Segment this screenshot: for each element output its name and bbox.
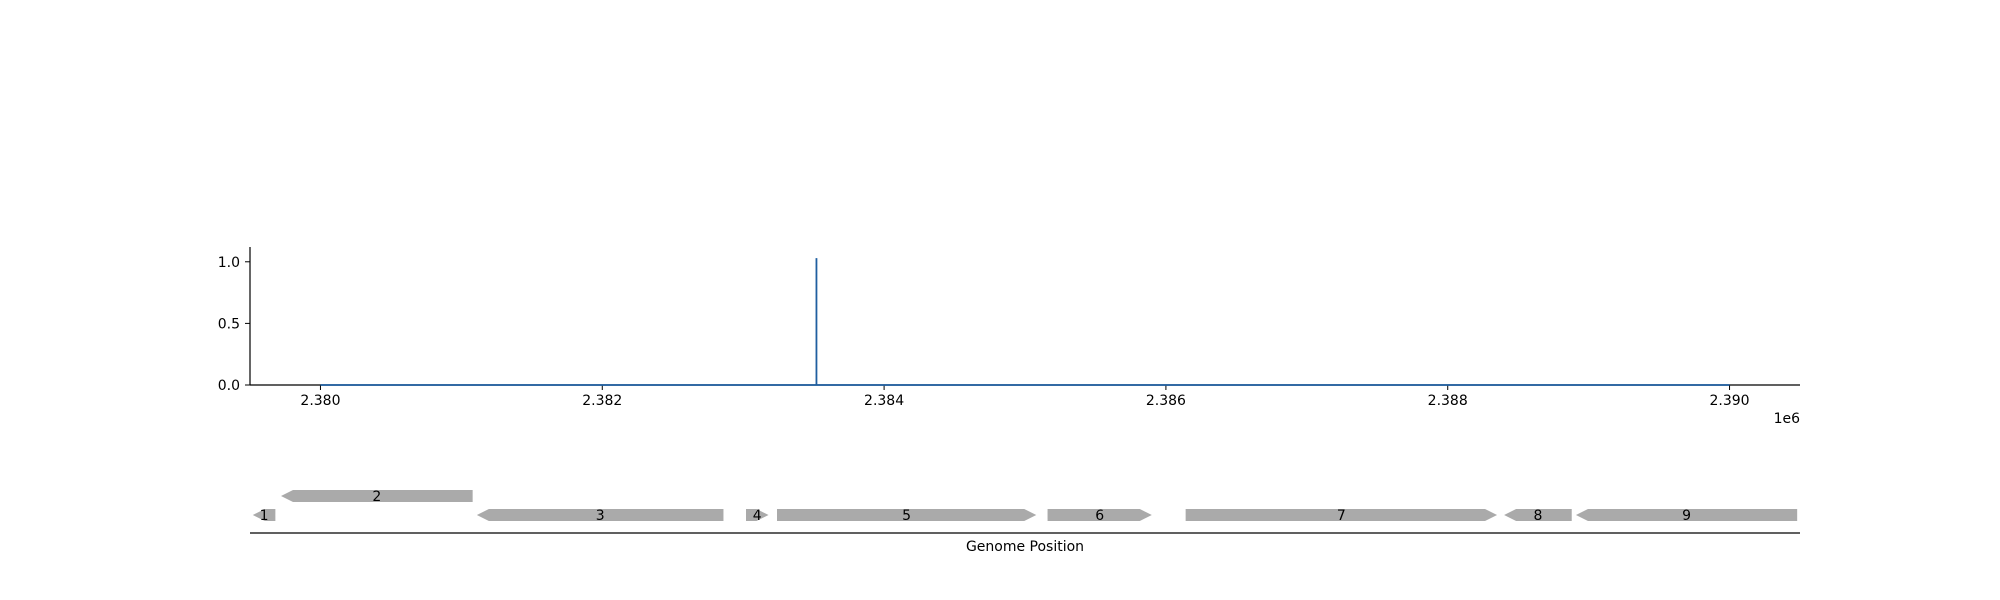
x-tick-label: 2.380	[300, 393, 340, 409]
gene-arrow	[281, 490, 473, 502]
gene-label: 8	[1533, 508, 1542, 524]
gene-label: 9	[1682, 508, 1691, 524]
x-tick-label: 2.388	[1428, 393, 1468, 409]
x-tick-label: 2.382	[582, 393, 622, 409]
gene-label: 7	[1337, 508, 1346, 524]
gene-arrows: 1 2 3 4 5 6 7 8 9	[252, 489, 1798, 524]
coverage-series	[320, 258, 1730, 386]
y-tick-label: 0.5	[218, 316, 240, 332]
x-tick-label: 2.384	[864, 393, 904, 409]
gene-label: 5	[902, 508, 911, 524]
x-ticks: 2.380 2.382 2.384 2.386 2.388 2.390	[300, 385, 1750, 409]
coverage-plot: 2.380 2.382 2.384 2.386 2.388 2.390 0.0 0.5 1.0…	[218, 247, 1800, 427]
gene-arrow	[1047, 509, 1152, 521]
gene-label: 3	[596, 508, 605, 524]
x-tick-label: 2.386	[1146, 393, 1186, 409]
x-axis-offset-label: 1e6	[1774, 411, 1801, 427]
coverage-line	[320, 258, 1730, 386]
gene-track: 1 2 3 4 5 6 7 8 9 Genome Position	[250, 489, 1800, 555]
y-tick-label: 0.0	[218, 378, 240, 394]
gene-arrow	[1504, 509, 1572, 521]
y-ticks: 0.0 0.5 1.0	[218, 255, 250, 394]
gene-arrow	[777, 509, 1037, 521]
x-tick-label: 2.390	[1709, 393, 1749, 409]
gene-arrow	[252, 509, 276, 521]
gene-label: 4	[753, 508, 762, 524]
gene-track-x-axis-label: Genome Position	[966, 539, 1084, 555]
gene-arrow	[746, 509, 769, 521]
gene-label: 1	[260, 508, 269, 524]
gene-label: 2	[372, 489, 381, 505]
y-tick-label: 1.0	[218, 255, 240, 271]
gene-arrow	[1185, 509, 1498, 521]
gene-label: 6	[1095, 508, 1104, 524]
gene-arrow	[476, 509, 724, 521]
gene-arrow	[1575, 509, 1798, 521]
